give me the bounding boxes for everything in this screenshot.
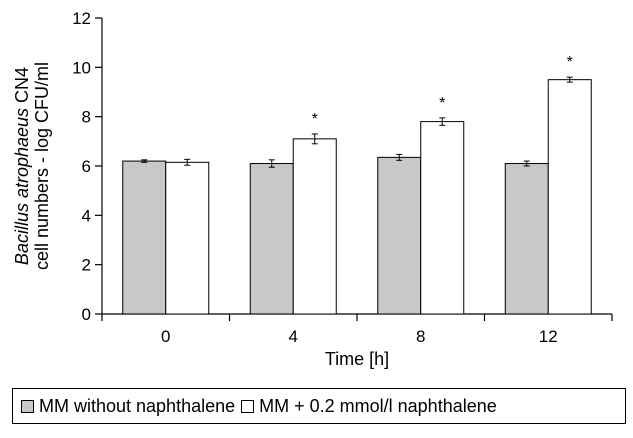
y-tick-label: 4	[82, 206, 91, 225]
x-tick-label: 0	[161, 327, 170, 346]
y-tick-label: 12	[72, 9, 91, 28]
legend-item-series-1: MM without naphthalene	[21, 396, 235, 417]
bar	[420, 121, 465, 315]
legend-swatch-grey	[21, 399, 34, 413]
x-axis: 0 4 8 12	[101, 313, 613, 346]
y-axis-label: Bacillus atrophaeus CN4 cell numbers - lo…	[12, 62, 52, 270]
bar	[504, 163, 549, 315]
legend-label: MM + 0.2 mmol/l naphthalene	[259, 395, 497, 416]
bar	[377, 156, 422, 315]
bar	[292, 138, 337, 315]
x-tick-label: 8	[416, 327, 425, 346]
y-tick-label: 6	[82, 157, 91, 176]
x-axis-label: Time [h]	[325, 349, 389, 369]
bar	[122, 160, 167, 315]
y-axis-label-line-2: cell numbers - log CFU/ml	[32, 62, 52, 270]
y-tick-label: 2	[82, 256, 91, 275]
bar	[249, 163, 294, 315]
bar	[165, 161, 210, 315]
legend-swatch-white	[241, 399, 255, 413]
y-tick-label: 0	[82, 305, 91, 324]
significance-marker: *	[439, 95, 445, 112]
bar-chart: Bacillus atrophaeus CN4 cell numbers - lo…	[12, 9, 613, 369]
significance-marker: *	[567, 54, 573, 71]
x-tick-label: 12	[539, 327, 558, 346]
legend-item-series-2: MM + 0.2 mmol/l naphthalene	[241, 396, 497, 417]
legend: MM without naphthalene MM + 0.2 mmol/l n…	[12, 388, 626, 424]
y-tick-label: 10	[72, 58, 91, 77]
y-axis-label-line-1: Bacillus atrophaeus CN4	[12, 67, 32, 265]
x-tick-label: 4	[289, 327, 298, 346]
y-axis-label-strain: CN4	[12, 67, 32, 108]
legend-label: MM without naphthalene	[39, 395, 236, 416]
y-axis-label-species: Bacillus atrophaeus	[12, 108, 32, 265]
bar	[547, 79, 592, 315]
y-tick-label: 8	[82, 108, 91, 127]
bars: * * *	[122, 54, 592, 315]
significance-marker: *	[312, 111, 318, 128]
y-axis: 0 2 4 6 8 10 12	[72, 9, 103, 324]
